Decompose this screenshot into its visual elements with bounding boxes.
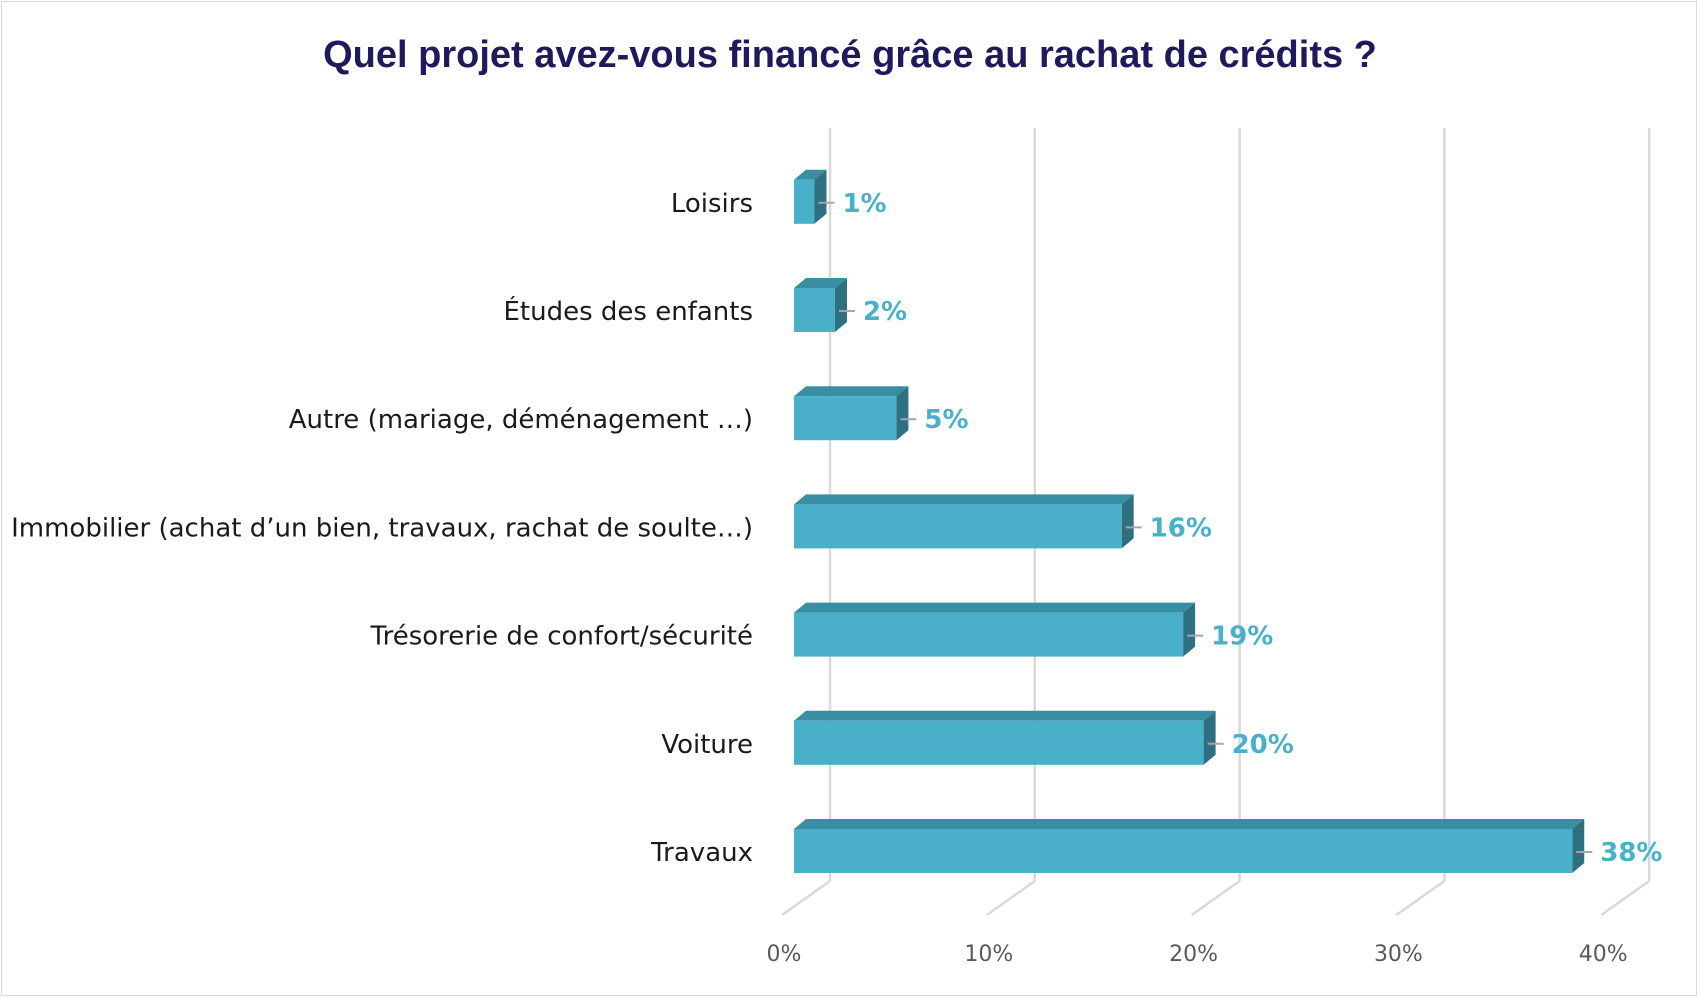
bar-top xyxy=(794,710,1216,721)
bar-side xyxy=(1572,819,1585,873)
data-label: 16% xyxy=(1150,513,1212,543)
data-label: 5% xyxy=(924,405,968,435)
category-label: Immobilier (achat d’un bien, travaux, ra… xyxy=(11,513,753,543)
bar-side xyxy=(1203,710,1216,765)
gridline-floor-30 xyxy=(1395,879,1446,917)
bar-front xyxy=(794,612,1184,657)
bar-side xyxy=(834,278,847,332)
bar-front xyxy=(794,179,815,224)
bar xyxy=(794,602,1196,657)
category-labels: Travaux Voiture Trésorerie de confort/sécu… xyxy=(11,189,753,868)
bar xyxy=(794,819,1585,873)
bar xyxy=(794,169,827,224)
data-label: 19% xyxy=(1211,622,1273,652)
bar-top xyxy=(794,819,1585,829)
bar-top xyxy=(794,278,847,288)
x-tick-label: 30% xyxy=(1374,942,1423,967)
x-tick-label: 40% xyxy=(1579,942,1628,967)
x-tick-label: 10% xyxy=(964,942,1013,967)
bar-side xyxy=(1121,494,1134,549)
data-label: 20% xyxy=(1232,730,1294,760)
bar-side xyxy=(896,386,909,441)
gridline-floor-20 xyxy=(1190,879,1241,917)
data-label: 1% xyxy=(842,189,886,219)
chart-title: Quel projet avez-vous financé grâce au r… xyxy=(323,34,1377,76)
category-label: Autre (mariage, déménagement …) xyxy=(289,405,753,435)
bar-top xyxy=(794,169,827,180)
category-label: Voiture xyxy=(661,730,753,760)
bar-front xyxy=(794,288,835,332)
bars xyxy=(794,169,1585,873)
gridline-floor-40 xyxy=(1600,879,1650,917)
data-label: 38% xyxy=(1600,838,1662,868)
x-tick-label: 0% xyxy=(767,942,802,967)
bar-front xyxy=(794,396,897,441)
bar xyxy=(794,278,847,332)
gridline-floor-10 xyxy=(986,879,1036,917)
bar-top xyxy=(794,494,1134,505)
bar xyxy=(794,386,909,441)
bar xyxy=(794,710,1216,765)
x-tick-labels: 0% 10% 20% 30% 40% xyxy=(767,942,1628,967)
x-tick-label: 20% xyxy=(1169,942,1218,967)
bar-top xyxy=(794,602,1196,613)
gridline-floor-0 xyxy=(781,879,831,917)
bar-front xyxy=(794,829,1573,873)
bar-front xyxy=(794,720,1204,765)
bar-top xyxy=(794,386,909,397)
bar xyxy=(794,494,1134,549)
category-label: Études des enfants xyxy=(503,295,753,327)
data-labels: 38% 20% 19% 16% 5% 2% 1% xyxy=(818,189,1662,868)
bar-side xyxy=(1183,602,1196,657)
bar-side xyxy=(814,169,827,224)
data-label: 2% xyxy=(863,297,907,327)
category-label: Travaux xyxy=(650,838,753,868)
category-label: Trésorerie de confort/sécurité xyxy=(370,622,753,652)
category-label: Loisirs xyxy=(671,189,753,219)
bar-front xyxy=(794,504,1122,549)
